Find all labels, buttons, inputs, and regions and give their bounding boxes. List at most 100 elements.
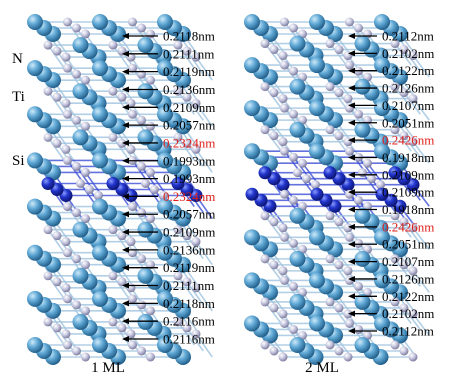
ti-atom xyxy=(27,106,43,123)
n-atom xyxy=(399,303,409,313)
n-atom xyxy=(278,94,288,104)
n-atom xyxy=(43,132,53,142)
n-atom xyxy=(81,75,90,85)
arrowhead-icon xyxy=(348,67,355,74)
ti-atom xyxy=(374,229,390,246)
n-atom xyxy=(81,306,90,316)
distance-label: 0.1993nm xyxy=(163,153,215,168)
si-atom xyxy=(388,166,402,180)
n-atom xyxy=(191,329,201,339)
distance-label: 0.2109nm xyxy=(163,225,215,240)
n-atom xyxy=(280,318,289,328)
arrowhead-icon xyxy=(348,137,355,144)
n-atom xyxy=(334,303,344,313)
ti-atom xyxy=(354,207,371,224)
ti-atom xyxy=(244,272,260,289)
ti-atom xyxy=(374,14,390,30)
n-atom xyxy=(191,237,201,247)
n-atom xyxy=(52,323,62,333)
ti-atom xyxy=(309,272,325,289)
ti-atom xyxy=(374,143,390,160)
n-atom xyxy=(117,277,127,287)
n-atom xyxy=(280,60,289,70)
arrowhead-icon xyxy=(348,241,355,248)
distance-label: 0.2057nm xyxy=(163,207,215,222)
arrowhead-icon xyxy=(122,282,129,289)
n-atom xyxy=(278,266,288,276)
n-atom xyxy=(61,283,71,293)
n-atom xyxy=(94,191,103,200)
n-atom xyxy=(408,352,418,362)
n-atom xyxy=(280,275,289,285)
n-atom xyxy=(63,248,72,258)
titanium-label: Ti xyxy=(12,89,25,105)
n-atom xyxy=(390,125,400,135)
ti-atom xyxy=(244,143,260,160)
n-atom xyxy=(278,137,288,147)
ti-atom xyxy=(374,100,390,117)
ti-atom xyxy=(137,267,154,284)
n-atom xyxy=(278,223,288,233)
n-atom xyxy=(63,155,72,165)
n-atom xyxy=(367,174,376,184)
n-atom xyxy=(311,180,320,190)
n-atom xyxy=(137,115,146,125)
interface-distance-label: 0.2324nm xyxy=(163,189,215,204)
ti-atom xyxy=(374,57,390,74)
n-atom xyxy=(269,260,279,270)
ti-atom xyxy=(72,313,89,330)
n-atom xyxy=(399,217,409,227)
ti-atom xyxy=(244,229,260,246)
distance-label: 0.2118nm xyxy=(163,29,215,44)
n-atom xyxy=(81,352,90,362)
n-atom xyxy=(345,17,354,27)
n-atom xyxy=(345,146,354,156)
ti-atom xyxy=(27,198,43,215)
n-atom xyxy=(354,109,363,119)
arrowhead-icon xyxy=(122,318,129,325)
distance-label: 0.1918nm xyxy=(382,150,434,165)
ti-atom xyxy=(244,315,260,332)
n-atom xyxy=(390,340,400,350)
n-atom xyxy=(289,66,298,76)
n-atom xyxy=(191,283,201,293)
n-atom xyxy=(63,63,72,73)
structure-1ml xyxy=(27,14,213,365)
n-atom xyxy=(137,300,146,310)
n-atom xyxy=(43,271,53,281)
n-atom xyxy=(390,297,400,307)
structure-2ml xyxy=(244,14,430,365)
ti-atom xyxy=(137,129,154,146)
n-atom xyxy=(191,52,201,62)
n-atom xyxy=(293,168,302,178)
ti-atom xyxy=(309,229,325,246)
ti-atom xyxy=(157,60,173,77)
silicon-label: Si xyxy=(12,153,25,169)
n-atom xyxy=(343,137,353,147)
n-atom xyxy=(52,138,62,148)
n-atom xyxy=(408,94,418,104)
n-atom xyxy=(354,324,363,334)
n-atom xyxy=(343,352,353,362)
ti-atom xyxy=(72,37,89,54)
n-atom xyxy=(182,46,192,56)
n-atom xyxy=(72,300,81,310)
distance-label: 0.2051nm xyxy=(382,237,434,252)
ti-atom xyxy=(289,337,306,353)
n-atom xyxy=(52,46,62,56)
arrowhead-icon xyxy=(348,154,355,161)
n-atom xyxy=(108,40,118,50)
n-atom xyxy=(173,271,183,281)
n-atom xyxy=(146,75,155,85)
n-atom xyxy=(289,281,298,291)
n-atom xyxy=(343,309,353,319)
arrowhead-icon xyxy=(122,246,129,253)
n-atom xyxy=(85,185,94,194)
ti-atom xyxy=(27,60,43,77)
ti-atom xyxy=(27,290,43,307)
n-atom xyxy=(269,88,279,98)
n-atom xyxy=(61,237,71,247)
n-atom xyxy=(191,144,201,154)
n-atom xyxy=(260,340,270,350)
n-atom xyxy=(137,346,146,356)
